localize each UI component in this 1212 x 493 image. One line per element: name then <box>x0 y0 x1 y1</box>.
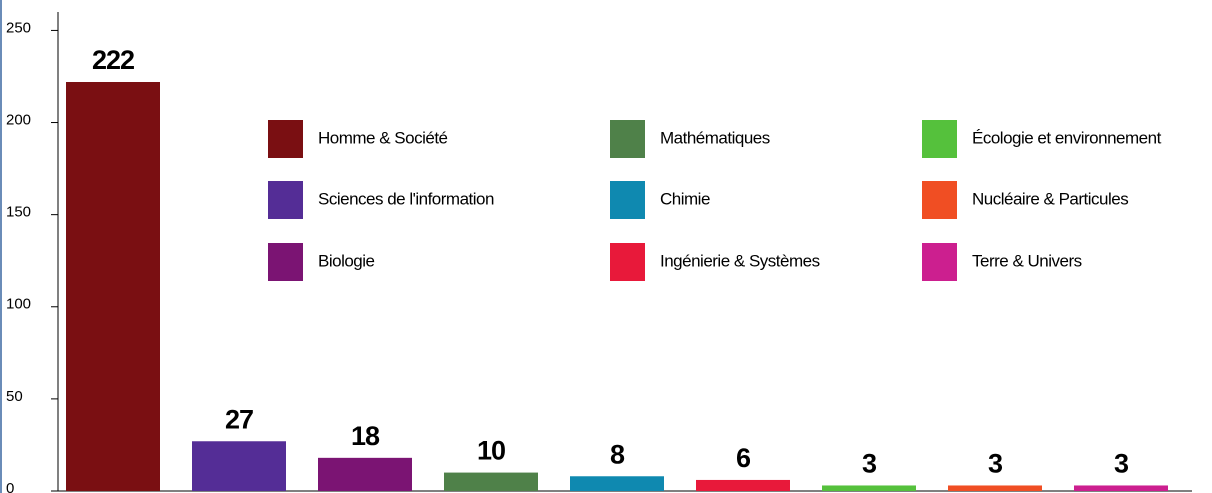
value-label: 222 <box>92 45 134 75</box>
legend-label: Nucléaire & Particules <box>972 189 1128 208</box>
bar <box>948 485 1042 491</box>
legend-label: Sciences de l'information <box>318 189 494 208</box>
bar <box>444 472 538 491</box>
value-label: 6 <box>736 443 751 473</box>
legend-label: Chimie <box>660 189 710 208</box>
value-label: 3 <box>862 449 877 479</box>
y-tick-label: 150 <box>6 204 31 221</box>
legend-swatch <box>268 181 303 219</box>
bar <box>192 441 286 491</box>
bar <box>822 485 916 491</box>
legend-label: Biologie <box>318 251 375 270</box>
legend-swatch <box>610 181 645 219</box>
bar <box>66 82 160 491</box>
value-label: 8 <box>610 439 625 469</box>
legend-swatch <box>922 181 957 219</box>
bar <box>1074 485 1168 491</box>
y-tick-label: 0 <box>6 480 14 493</box>
legend-label: Écologie et environnement <box>972 128 1162 147</box>
legend-label: Ingénierie & Systèmes <box>660 251 820 270</box>
legend-swatch <box>610 120 645 158</box>
legend-swatch <box>268 120 303 158</box>
legend-label: Homme & Société <box>318 128 448 147</box>
value-label: 3 <box>988 449 1003 479</box>
y-tick-label: 100 <box>6 296 31 313</box>
value-label: 18 <box>351 421 380 451</box>
legend-swatch <box>268 243 303 281</box>
bar <box>696 479 790 491</box>
legend-swatch <box>610 243 645 281</box>
bar <box>570 476 664 491</box>
y-tick-label: 250 <box>6 19 31 36</box>
y-tick-label: 200 <box>6 112 31 129</box>
y-tick-label: 50 <box>6 388 23 405</box>
legend-label: Terre & Univers <box>972 251 1082 270</box>
value-label: 3 <box>1114 449 1129 479</box>
bar <box>318 457 412 491</box>
value-label: 27 <box>225 404 253 434</box>
legend-swatch <box>922 243 957 281</box>
value-label: 10 <box>477 436 505 466</box>
legend-label: Mathématiques <box>660 128 770 147</box>
legend-swatch <box>922 120 957 158</box>
